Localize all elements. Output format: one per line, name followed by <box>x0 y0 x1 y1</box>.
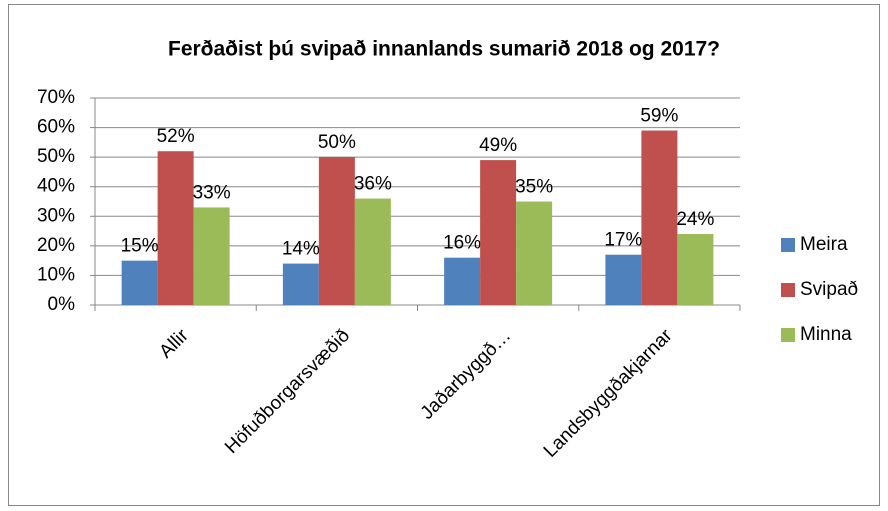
bar <box>677 234 714 305</box>
bar <box>318 157 355 305</box>
y-tick-label: 60% <box>37 117 75 138</box>
bar <box>516 201 553 305</box>
data-label: 15% <box>121 236 159 257</box>
data-label: 52% <box>157 126 195 147</box>
data-label: 17% <box>604 230 642 251</box>
y-tick-label: 0% <box>48 294 76 315</box>
y-tick-label: 50% <box>37 146 75 167</box>
y-tick-label: 30% <box>37 205 75 226</box>
bar <box>354 198 391 305</box>
data-label: 33% <box>193 182 231 203</box>
bar <box>605 254 642 305</box>
legend-swatch <box>781 328 795 342</box>
y-tick-label: 10% <box>37 264 75 285</box>
chart-border <box>8 4 880 506</box>
legend-label: Minna <box>800 324 852 345</box>
data-label: 35% <box>515 177 553 198</box>
data-label: 36% <box>354 174 392 195</box>
bar <box>121 260 158 305</box>
bar <box>641 130 678 305</box>
legend-label: Meira <box>800 234 848 255</box>
y-tick-label: 40% <box>37 176 75 197</box>
bar <box>193 207 230 305</box>
bar <box>480 160 517 305</box>
legend-swatch <box>781 238 795 252</box>
legend-label: Svipað <box>800 279 858 300</box>
y-tick-label: 70% <box>37 87 75 108</box>
bar <box>282 263 319 305</box>
data-label: 24% <box>676 209 714 230</box>
chart-title: Ferðaðist þú svipað innanlands sumarið 2… <box>168 38 720 61</box>
data-label: 14% <box>282 239 320 260</box>
data-label: 49% <box>479 135 517 156</box>
data-label: 50% <box>318 132 356 153</box>
legend-swatch <box>781 283 795 297</box>
y-tick-label: 20% <box>37 235 75 256</box>
data-label: 59% <box>640 106 678 127</box>
data-label: 16% <box>443 233 481 254</box>
bar <box>157 151 194 305</box>
bar <box>444 257 481 305</box>
